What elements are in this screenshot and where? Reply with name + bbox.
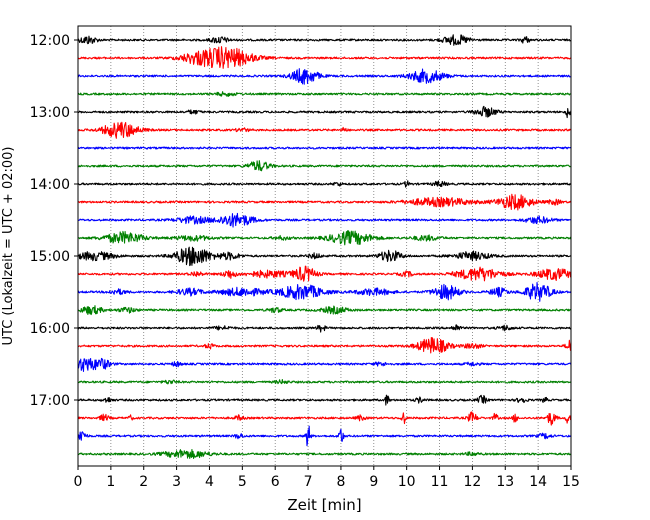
x-tick-label: 8 [336,474,345,490]
trace-1430 [77,212,572,228]
x-tick-label: 3 [172,474,181,490]
trace-1245 [77,91,572,97]
trace-1715 [77,411,572,426]
x-tick-label: 2 [139,474,148,490]
trace-1415 [77,193,572,211]
trace-1215 [77,46,572,69]
trace-1645 [77,379,572,385]
trace-1745 [77,449,572,459]
trace-1200 [77,34,572,46]
y-axis-label: UTC (Lokalzeit = UTC + 02:00) [1,147,16,346]
trace-1500 [77,246,572,267]
x-tick-label: 4 [205,474,214,490]
trace-1730 [77,425,572,447]
plot-frame [77,25,572,467]
x-tick-label: 15 [562,474,580,490]
y-tick-label: 17:00 [30,393,70,409]
y-tick-label: 12:00 [30,33,70,49]
x-tick-label: 12 [463,474,481,490]
trace-1230 [77,68,572,85]
y-tick-label: 15:00 [30,249,70,265]
trace-1600 [77,324,572,333]
trace-1615 [77,337,572,354]
seismogram-traces [77,34,572,459]
trace-1300 [77,105,572,119]
x-axis-ticks: 0 1 2 3 4 5 6 7 8 9 10 11 12 13 14 15 [74,466,580,490]
trace-1445 [77,230,572,246]
trace-1330 [77,146,572,150]
trace-1400 [77,180,572,188]
y-tick-label: 16:00 [30,321,70,337]
x-tick-label: 10 [398,474,416,490]
trace-1530 [77,282,572,302]
trace-1315 [77,121,572,139]
x-tick-label: 14 [529,474,547,490]
trace-1545 [77,305,572,316]
x-tick-label: 9 [369,474,378,490]
minute-gridlines [110,26,539,466]
trace-1700 [77,394,572,406]
y-tick-label: 14:00 [30,177,70,193]
trace-1630 [77,357,572,372]
y-axis-ticks: 12:00 13:00 14:00 15:00 16:00 17:00 [30,33,78,409]
x-tick-label: 13 [496,474,514,490]
y-tick-label: 13:00 [30,105,70,121]
x-tick-label: 11 [431,474,449,490]
trace-1345 [77,160,572,172]
trace-1515 [77,265,572,282]
x-axis-label: Zeit [min] [287,496,361,514]
x-tick-label: 0 [74,474,83,490]
x-tick-label: 1 [106,474,115,490]
x-tick-label: 7 [304,474,313,490]
x-tick-label: 6 [271,474,280,490]
x-tick-label: 5 [238,474,247,490]
